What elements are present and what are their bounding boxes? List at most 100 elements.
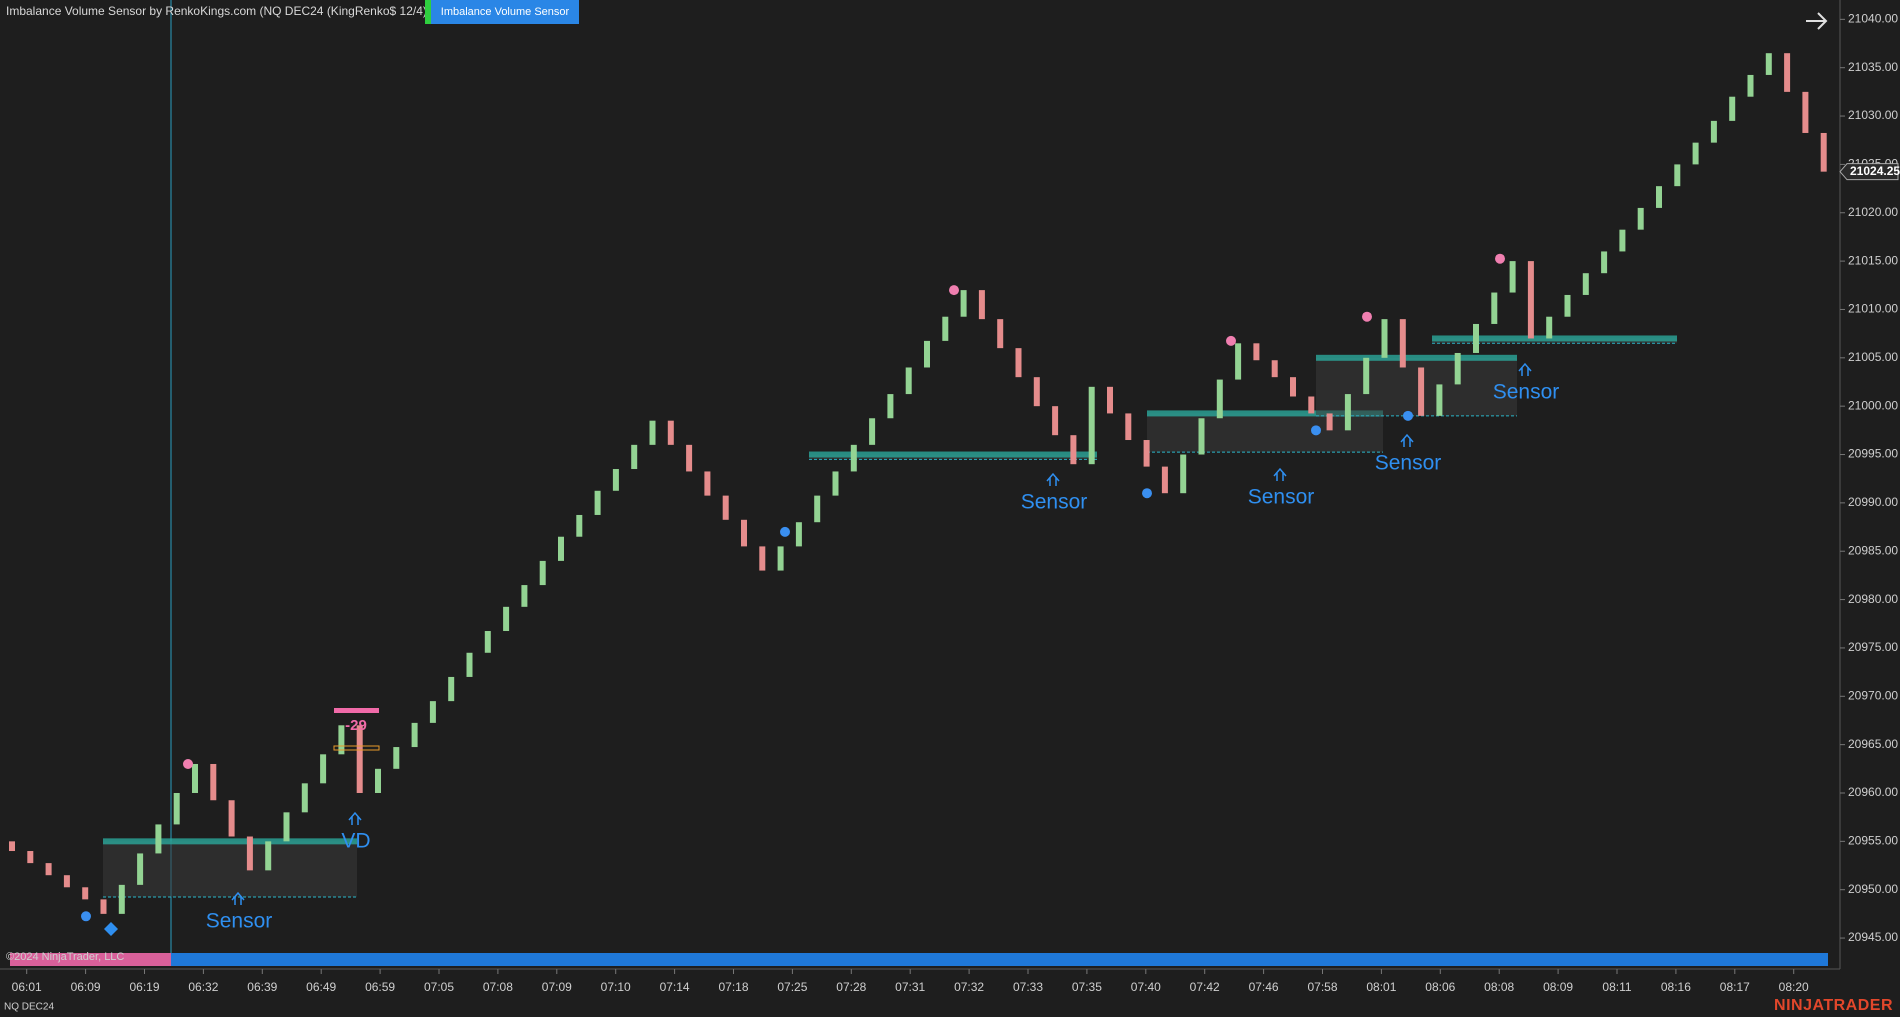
session-bar-pink [10, 953, 171, 966]
x-tick-label: 07:42 [1190, 980, 1220, 994]
annotation-arrow [1400, 433, 1414, 447]
x-tick-label: 06:09 [71, 980, 101, 994]
x-tick-label: 08:20 [1779, 980, 1809, 994]
x-tick-label: 07:46 [1249, 980, 1279, 994]
y-tick-label: 20995.00 [1848, 447, 1898, 461]
candle-body [905, 367, 912, 395]
candle-body [1692, 142, 1699, 165]
copyright: ©2024 NinjaTrader, LLC [6, 951, 124, 963]
candle-body [997, 319, 1004, 349]
x-tick-label: 08:08 [1484, 980, 1514, 994]
candle-body [978, 290, 985, 320]
zone-band [809, 451, 1097, 458]
annotation: -29 [345, 717, 367, 734]
x-tick-label: 07:14 [660, 980, 690, 994]
candle-body [411, 722, 418, 748]
candle-body [1253, 343, 1260, 361]
y-tick-label: 20970.00 [1848, 688, 1898, 702]
logo: NINJATRADER [1774, 997, 1893, 1014]
candle-body [1527, 261, 1534, 339]
indicator-button-label[interactable]: Imbalance Volume Sensor [441, 6, 570, 18]
x-tick-label: 08:09 [1543, 980, 1573, 994]
zone-band [1432, 335, 1677, 342]
candle-body [1747, 74, 1754, 97]
candle-body [1399, 319, 1406, 368]
candle-body [722, 495, 729, 520]
annotation-arrow [1273, 467, 1287, 481]
instrument: NQ DEC24 [4, 1002, 54, 1013]
candle-body [356, 725, 363, 793]
candle-body [9, 841, 15, 852]
candle-body [1582, 273, 1589, 295]
pivot-marker [1311, 425, 1321, 436]
x-tick-label: 07:10 [601, 980, 631, 994]
last-price-label: 21024.25 [1850, 164, 1900, 178]
candle-body [1015, 348, 1022, 378]
session-bar [171, 953, 1828, 966]
x-tick-label: 06:49 [306, 980, 336, 994]
candle-body [1491, 292, 1498, 324]
y-tick-label: 20985.00 [1848, 543, 1898, 557]
annotation-arrow [1046, 472, 1060, 486]
candle-body [759, 546, 766, 571]
candle-body [503, 606, 510, 632]
y-tick-label: 21000.00 [1848, 398, 1898, 412]
candle-body [631, 444, 638, 470]
y-tick-label: 20965.00 [1848, 737, 1898, 751]
candle-body [393, 747, 400, 769]
x-tick-label: 08:06 [1425, 980, 1455, 994]
candle-body [924, 340, 930, 368]
plot-area: 20945.00 20950.00 20955.00 20960.00 20965.00… [9, 12, 1900, 994]
candle-body [795, 522, 802, 547]
candle-body [301, 783, 308, 813]
annotation-arrow [231, 891, 245, 905]
y-tick-label: 20945.00 [1848, 930, 1898, 944]
candle-body [320, 754, 327, 784]
candle-body [283, 812, 290, 842]
candle-body [100, 899, 107, 914]
x-tick-label: 08:17 [1720, 980, 1750, 994]
annotation-arrow [348, 811, 362, 825]
candle-body [686, 444, 693, 472]
annotation: Sensor [206, 910, 273, 933]
candle-body [942, 316, 949, 341]
candle-body [1436, 384, 1443, 416]
candle-body [594, 490, 601, 515]
candle-body [1802, 91, 1809, 133]
x-tick-label: 07:31 [895, 980, 925, 994]
y-tick-label: 21015.00 [1848, 253, 1898, 267]
annotation: Sensor [1493, 381, 1560, 404]
y-tick-label: 20990.00 [1848, 495, 1898, 509]
candle-body [1235, 343, 1242, 380]
pivot-marker [780, 526, 790, 537]
candle-body [1473, 323, 1479, 353]
x-tick-label: 07:08 [483, 980, 513, 994]
x-tick-label: 07:40 [1131, 980, 1161, 994]
x-tick-label: 06:59 [365, 980, 395, 994]
candle-body [1161, 466, 1168, 494]
pivot-marker [183, 758, 193, 769]
annotation: Sensor [1248, 486, 1315, 509]
candle-body [704, 471, 711, 496]
annotation-arrow [1518, 362, 1532, 376]
pivot-marker [81, 911, 91, 922]
annotation: Sensor [1021, 491, 1088, 514]
candle-body [1418, 367, 1425, 416]
candle-body [1619, 229, 1626, 252]
indicator-button[interactable] [431, 0, 579, 24]
candle-body [576, 514, 583, 537]
candle-body [1125, 413, 1132, 441]
scroll-arrow[interactable] [1806, 12, 1828, 30]
candle-body [1509, 261, 1516, 293]
candle-body [1308, 396, 1315, 414]
candle-body [1271, 360, 1278, 378]
candle-body [832, 471, 839, 496]
candle-body [777, 546, 784, 571]
y-tick-label: 20955.00 [1848, 834, 1898, 848]
x-tick-label: 07:25 [777, 980, 807, 994]
x-tick-label: 08:01 [1366, 980, 1396, 994]
candle-body [210, 763, 217, 801]
zone-band [1147, 410, 1383, 417]
candle-body [1656, 186, 1662, 208]
